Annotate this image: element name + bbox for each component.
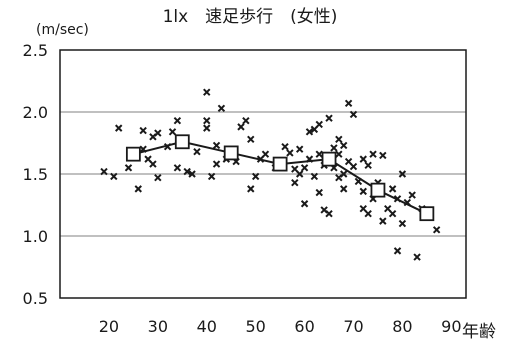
data-point <box>295 145 304 153</box>
data-point <box>212 141 221 150</box>
data-point <box>188 170 196 178</box>
data-point <box>413 253 421 261</box>
mean-marker <box>272 156 288 172</box>
mean-marker <box>174 134 190 150</box>
data-point <box>237 123 245 131</box>
data-point <box>124 164 133 172</box>
mean-line-series <box>125 134 435 222</box>
mean-marker <box>125 146 141 162</box>
data-point <box>168 128 177 136</box>
data-point <box>203 124 211 132</box>
data-point <box>388 185 397 193</box>
x-axis-ticks: 20 30 40 50 60 70 80 90 <box>99 317 462 336</box>
data-point <box>261 150 270 158</box>
y-tick-label: 1.5 <box>23 165 48 184</box>
data-point <box>340 170 348 178</box>
data-point <box>408 191 416 199</box>
data-point <box>203 88 211 96</box>
y-tick-label: 2.5 <box>23 41 48 60</box>
data-point <box>110 172 118 181</box>
data-point <box>379 151 387 160</box>
data-point <box>344 99 353 108</box>
data-point <box>315 120 323 129</box>
data-point <box>310 172 319 181</box>
mean-marker <box>370 182 386 198</box>
y-tick-label: 0.5 <box>23 289 48 308</box>
data-point <box>183 167 191 176</box>
data-point <box>247 185 255 193</box>
y-tick-label: 2.0 <box>23 103 48 122</box>
data-point <box>149 160 157 168</box>
data-point <box>388 209 397 218</box>
gridlines <box>60 111 466 237</box>
plot-frame <box>59 49 467 299</box>
x-tick-label: 30 <box>148 317 168 336</box>
data-point <box>247 135 255 143</box>
data-point <box>379 217 387 225</box>
data-point <box>305 128 314 136</box>
data-point <box>207 172 216 181</box>
data-point <box>291 178 299 187</box>
data-point <box>134 185 142 193</box>
data-point <box>154 174 162 182</box>
data-point <box>315 188 323 197</box>
data-point <box>432 226 441 234</box>
y-axis-ticks: 0.5 1.0 1.5 2.0 2.5 <box>23 41 48 308</box>
data-point <box>364 209 372 218</box>
data-point <box>340 141 348 150</box>
data-point <box>173 164 182 172</box>
data-point <box>398 170 407 178</box>
x-tick-label: 20 <box>99 317 119 336</box>
data-point <box>212 160 221 168</box>
data-point <box>295 170 304 178</box>
data-point <box>203 116 211 125</box>
mean-marker <box>419 206 435 222</box>
data-point <box>281 143 289 151</box>
data-point <box>242 116 250 125</box>
data-point <box>154 129 162 137</box>
y-tick-label: 1.0 <box>23 227 48 246</box>
x-tick-label: 50 <box>245 317 265 336</box>
data-point <box>349 162 358 171</box>
data-point <box>335 135 343 143</box>
data-point <box>251 172 260 181</box>
data-point <box>335 150 343 158</box>
data-point <box>359 187 367 196</box>
data-point <box>217 104 226 112</box>
data-point <box>393 247 402 255</box>
data-point <box>300 164 309 172</box>
data-point <box>300 200 309 208</box>
x-tick-label: 80 <box>392 317 412 336</box>
data-point <box>100 167 108 176</box>
data-point <box>349 110 358 119</box>
data-point <box>325 209 333 218</box>
mean-trend-line <box>133 140 428 215</box>
data-point <box>359 155 367 163</box>
data-point <box>364 161 372 170</box>
x-tick-label: 60 <box>294 317 314 336</box>
data-point <box>369 150 377 158</box>
data-point <box>330 144 338 152</box>
x-tick-label: 90 <box>441 317 461 336</box>
data-marks <box>100 88 441 261</box>
x-tick-label: 70 <box>343 317 363 336</box>
data-point <box>315 150 323 158</box>
data-point <box>139 126 147 135</box>
data-point <box>398 219 407 228</box>
chart-title: 1lx 速足歩行 (女性) <box>163 7 338 27</box>
data-point <box>325 114 333 122</box>
x-tick-label: 40 <box>197 317 217 336</box>
data-point <box>193 147 201 156</box>
y-axis-unit-label: (m/sec) <box>36 22 89 38</box>
x-axis-label: 年齢 <box>462 322 496 342</box>
mean-marker <box>223 145 239 161</box>
data-point <box>286 149 294 157</box>
data-point <box>114 124 123 132</box>
mean-marker <box>321 151 337 167</box>
data-point <box>340 185 348 193</box>
data-point <box>173 116 182 125</box>
